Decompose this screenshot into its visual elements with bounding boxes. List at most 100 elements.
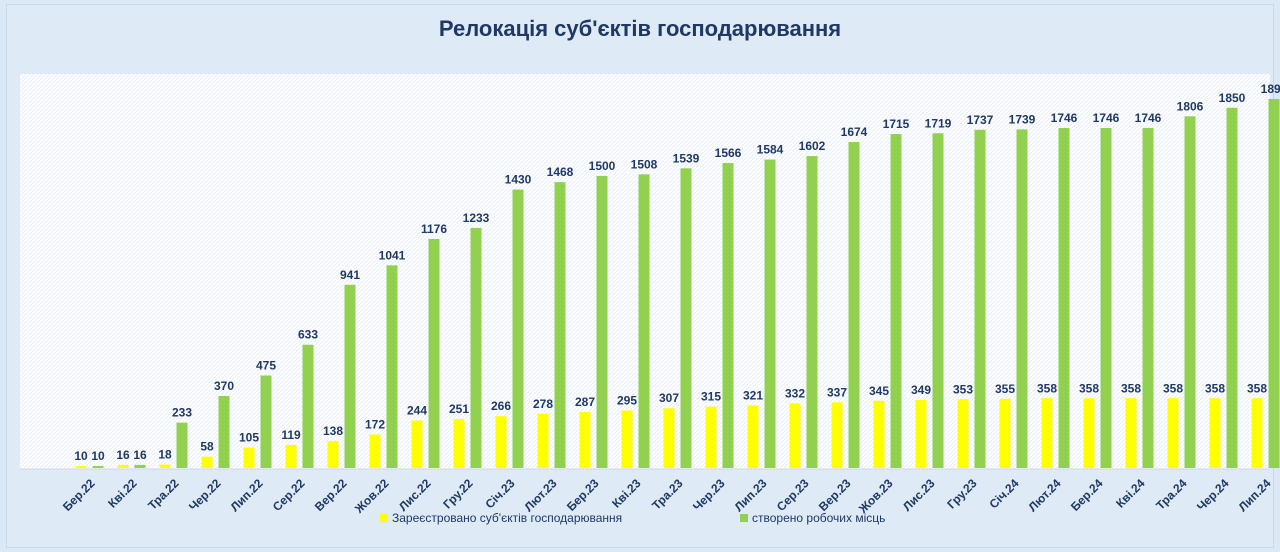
bar-registered bbox=[369, 434, 381, 468]
bar-jobs bbox=[680, 168, 692, 469]
data-label-jobs: 16 bbox=[133, 448, 147, 462]
bar-jobs bbox=[974, 129, 986, 468]
bar-registered bbox=[747, 405, 759, 468]
x-tick-label: Лют.24 bbox=[1026, 476, 1064, 514]
data-label-jobs: 1715 bbox=[883, 117, 910, 131]
data-label-jobs: 1746 bbox=[1051, 111, 1078, 125]
x-tick-label: Бер.22 bbox=[60, 476, 98, 514]
bar-jobs bbox=[722, 163, 734, 469]
x-tick-label: Сер.22 bbox=[270, 476, 308, 514]
data-label-registered: 307 bbox=[659, 391, 679, 405]
data-label-jobs: 1674 bbox=[841, 125, 868, 139]
bar-registered bbox=[621, 410, 633, 468]
bar-registered bbox=[1167, 398, 1179, 468]
data-label-registered: 287 bbox=[575, 395, 595, 409]
bar-registered bbox=[957, 399, 969, 468]
x-tick-label: Тра.24 bbox=[1153, 476, 1190, 513]
data-label-registered: 358 bbox=[1079, 381, 1099, 395]
data-label-registered: 337 bbox=[827, 385, 847, 399]
data-label-registered: 16 bbox=[116, 448, 130, 462]
bar-jobs bbox=[848, 142, 860, 469]
data-label-jobs: 1508 bbox=[631, 157, 658, 171]
x-tick-label: Січ.24 bbox=[987, 476, 1022, 511]
x-tick-label: Лют.23 bbox=[522, 476, 560, 514]
data-label-registered: 353 bbox=[953, 382, 973, 396]
bar-jobs bbox=[344, 284, 356, 468]
bar-jobs bbox=[512, 189, 524, 468]
bar-registered bbox=[1041, 398, 1053, 468]
bar-jobs bbox=[428, 239, 440, 468]
legend-label-registered: Зареєстровано суб'єктів господарювання bbox=[392, 511, 622, 525]
data-label-registered: 58 bbox=[200, 440, 214, 454]
x-tick-label: Гру.23 bbox=[944, 476, 979, 511]
x-tick-label: Січ.23 bbox=[483, 476, 518, 511]
bar-jobs bbox=[218, 395, 230, 468]
bar-registered bbox=[1251, 398, 1263, 468]
data-label-registered: 266 bbox=[491, 399, 511, 413]
x-tick-label: Бер.24 bbox=[1068, 476, 1106, 514]
data-label-jobs: 1566 bbox=[715, 146, 742, 160]
data-label-registered: 244 bbox=[407, 403, 427, 417]
legend-swatch-registered bbox=[380, 514, 388, 522]
data-label-registered: 119 bbox=[281, 428, 301, 442]
x-tick-label: Чер.22 bbox=[186, 476, 224, 514]
bar-jobs bbox=[1100, 128, 1112, 468]
bar-jobs bbox=[386, 265, 398, 468]
bar-jobs bbox=[554, 182, 566, 468]
bar-registered bbox=[411, 420, 423, 468]
x-tick-label: Лис.23 bbox=[900, 476, 938, 514]
x-tick-label: Вер.23 bbox=[816, 476, 854, 514]
data-label-registered: 355 bbox=[995, 382, 1015, 396]
data-label-jobs: 941 bbox=[340, 268, 360, 282]
bar-registered bbox=[1209, 398, 1221, 468]
data-label-registered: 321 bbox=[743, 388, 763, 402]
chart-title: Релокація суб'єктів господарювання bbox=[438, 16, 842, 41]
x-tick-label: Тра.22 bbox=[145, 476, 182, 513]
bar-jobs bbox=[638, 174, 650, 468]
bar-registered bbox=[789, 403, 801, 468]
data-label-registered: 332 bbox=[785, 386, 805, 400]
data-label-jobs: 1719 bbox=[925, 116, 952, 130]
bar-jobs bbox=[890, 134, 902, 469]
data-label-jobs: 1850 bbox=[1219, 91, 1246, 105]
data-label-jobs: 1746 bbox=[1093, 111, 1120, 125]
data-label-jobs: 233 bbox=[172, 406, 192, 420]
data-label-registered: 172 bbox=[365, 418, 385, 432]
data-label-jobs: 1737 bbox=[967, 113, 994, 127]
data-label-jobs: 1041 bbox=[379, 248, 406, 262]
data-label-registered: 251 bbox=[449, 402, 469, 416]
data-label-registered: 358 bbox=[1205, 381, 1225, 395]
x-tick-label: Чер.23 bbox=[690, 476, 728, 514]
data-label-registered: 358 bbox=[1247, 381, 1267, 395]
bar-jobs bbox=[260, 375, 272, 468]
legend-swatch-jobs bbox=[740, 514, 748, 522]
bar-registered bbox=[243, 447, 255, 468]
data-label-jobs: 1895 bbox=[1261, 82, 1280, 96]
bar-jobs bbox=[932, 133, 944, 468]
bar-registered bbox=[537, 413, 549, 468]
data-label-jobs: 1746 bbox=[1135, 111, 1162, 125]
bar-registered bbox=[495, 416, 507, 468]
bar-jobs bbox=[1184, 116, 1196, 468]
data-label-jobs: 370 bbox=[214, 379, 234, 393]
bar-registered bbox=[1083, 398, 1095, 468]
bar-jobs bbox=[470, 227, 482, 468]
bar-registered bbox=[1125, 398, 1137, 468]
data-label-jobs: 475 bbox=[256, 359, 276, 373]
data-label-jobs: 1430 bbox=[505, 173, 532, 187]
x-tick-label: Лип.23 bbox=[732, 476, 770, 514]
bar-jobs bbox=[92, 466, 104, 468]
bar-registered bbox=[831, 402, 843, 468]
x-tick-label: Лис.22 bbox=[396, 476, 434, 514]
bar-registered bbox=[873, 400, 885, 468]
data-label-jobs: 10 bbox=[91, 449, 105, 463]
x-tick-label: Жов.22 bbox=[351, 476, 392, 517]
bar-jobs bbox=[596, 175, 608, 468]
bar-registered bbox=[159, 464, 171, 468]
bar-jobs bbox=[1268, 99, 1280, 468]
data-label-registered: 358 bbox=[1037, 381, 1057, 395]
x-tick-label: Лип.24 bbox=[1236, 476, 1274, 514]
legend-label-jobs: створено робочих місць bbox=[752, 511, 885, 525]
data-label-jobs: 1468 bbox=[547, 165, 574, 179]
